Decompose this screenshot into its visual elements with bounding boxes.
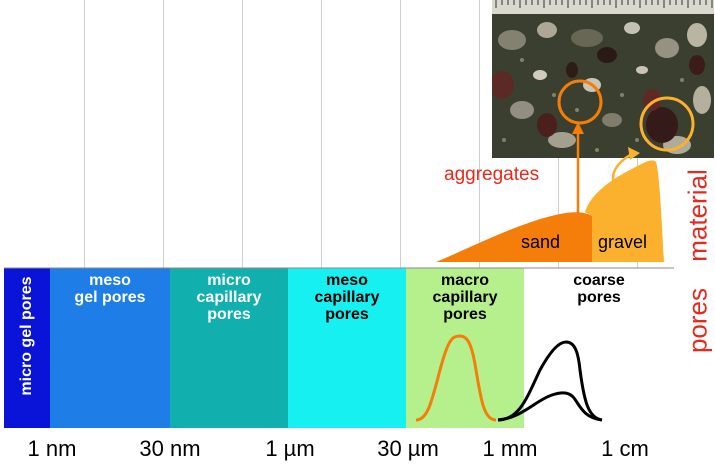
band-meso-gel-pores: meso gel pores [50, 268, 170, 428]
axis-tick-1mm: 1 mm [482, 436, 538, 461]
sand-area [436, 212, 592, 262]
band-label: meso capillary pores [314, 272, 380, 323]
band-label: macro capillary pores [432, 272, 498, 323]
axis-tick-30nm: 30 nm [139, 436, 201, 461]
sand-label: sand [521, 232, 561, 252]
material-side-label: material [682, 169, 713, 262]
band-label: micro capillary pores [196, 272, 262, 323]
band-meso-capillary-pores: meso capillary pores [288, 268, 406, 428]
aggregates-label: aggregates [444, 164, 540, 185]
axis-tick-1cm: 1 cm [601, 436, 649, 461]
grid-line [321, 0, 322, 268]
grid-line [479, 0, 480, 268]
axis-tick-30um: 30 µm [377, 436, 439, 461]
concrete-texture-image [492, 0, 714, 158]
band-coarse-pores: coarse pores [524, 268, 674, 428]
band-macro-capillary-pores: macro capillary pores [406, 268, 524, 428]
axis-tick-1um: 1 µm [265, 436, 315, 461]
grid-line [163, 0, 164, 268]
concrete-sample-photo [492, 0, 714, 158]
band-micro-capillary-pores: micro capillary pores [170, 268, 288, 428]
grid-line [400, 0, 401, 268]
grid-line [242, 0, 243, 268]
band-label: coarse pores [573, 272, 625, 306]
band-label: meso gel pores [74, 272, 146, 306]
gravel-label: gravel [598, 232, 648, 252]
band-micro-gel-pores: micro gel pores [4, 268, 50, 428]
grid-line [84, 0, 85, 268]
band-label: micro gel pores [18, 276, 35, 396]
axis-tick-1nm: 1 nm [27, 436, 77, 461]
gravel-arrow [611, 152, 633, 198]
pores-side-label: pores [682, 287, 713, 354]
